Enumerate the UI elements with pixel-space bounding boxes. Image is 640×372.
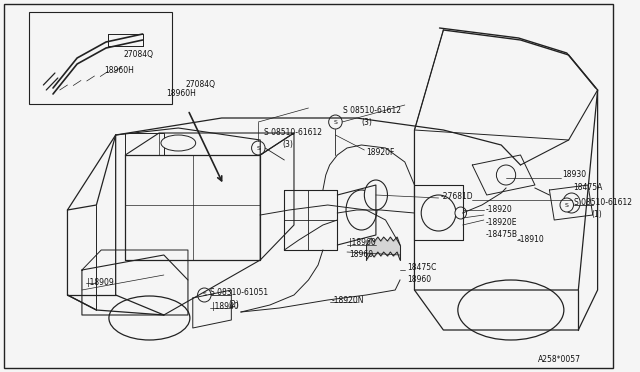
Text: 27084Q: 27084Q — [185, 80, 215, 89]
Text: S 08510-61612: S 08510-61612 — [573, 198, 632, 207]
Ellipse shape — [497, 165, 516, 185]
Text: -18475B: -18475B — [486, 230, 518, 239]
Text: -18920N: -18920N — [332, 296, 364, 305]
Ellipse shape — [252, 141, 265, 155]
Ellipse shape — [329, 115, 342, 129]
Text: (3): (3) — [282, 140, 293, 149]
Ellipse shape — [364, 180, 387, 210]
Ellipse shape — [161, 135, 196, 151]
Ellipse shape — [455, 207, 467, 219]
Text: |18940: |18940 — [212, 302, 239, 311]
Ellipse shape — [346, 190, 377, 230]
Text: S: S — [257, 145, 260, 151]
Bar — [108, 34, 143, 46]
Text: (3): (3) — [362, 118, 372, 127]
Bar — [125, 133, 164, 155]
Text: (1): (1) — [592, 210, 603, 219]
Text: 18960H: 18960H — [166, 89, 196, 98]
Text: |18960: |18960 — [349, 238, 376, 247]
Text: -18910: -18910 — [518, 235, 545, 244]
Text: -18920: -18920 — [486, 205, 513, 214]
Text: 18930: 18930 — [562, 170, 586, 179]
Text: 18475A: 18475A — [573, 183, 603, 192]
Ellipse shape — [563, 193, 580, 213]
Text: 18960: 18960 — [407, 275, 431, 284]
Text: S: S — [333, 119, 337, 125]
Text: -18920E: -18920E — [486, 218, 517, 227]
Ellipse shape — [198, 288, 211, 302]
Text: (2): (2) — [228, 300, 239, 309]
Text: |18909: |18909 — [87, 278, 113, 287]
Ellipse shape — [458, 280, 564, 340]
Ellipse shape — [560, 198, 573, 212]
Text: S: S — [565, 202, 569, 208]
Text: S 08310-61051: S 08310-61051 — [210, 288, 268, 297]
Text: 18960: 18960 — [349, 250, 373, 259]
Text: 27084Q: 27084Q — [124, 50, 154, 59]
Text: S 08510-61612: S 08510-61612 — [264, 128, 322, 137]
Text: 18920F: 18920F — [366, 148, 395, 157]
Ellipse shape — [421, 195, 456, 231]
Ellipse shape — [109, 296, 190, 340]
Text: 18960H: 18960H — [104, 66, 134, 75]
Text: 18475C: 18475C — [407, 263, 436, 272]
Bar — [29, 12, 172, 104]
Text: S 08510-61612: S 08510-61612 — [343, 106, 401, 115]
Text: A258*0057: A258*0057 — [538, 355, 581, 364]
Text: S: S — [202, 292, 206, 298]
Text: -27681D: -27681D — [440, 192, 473, 201]
